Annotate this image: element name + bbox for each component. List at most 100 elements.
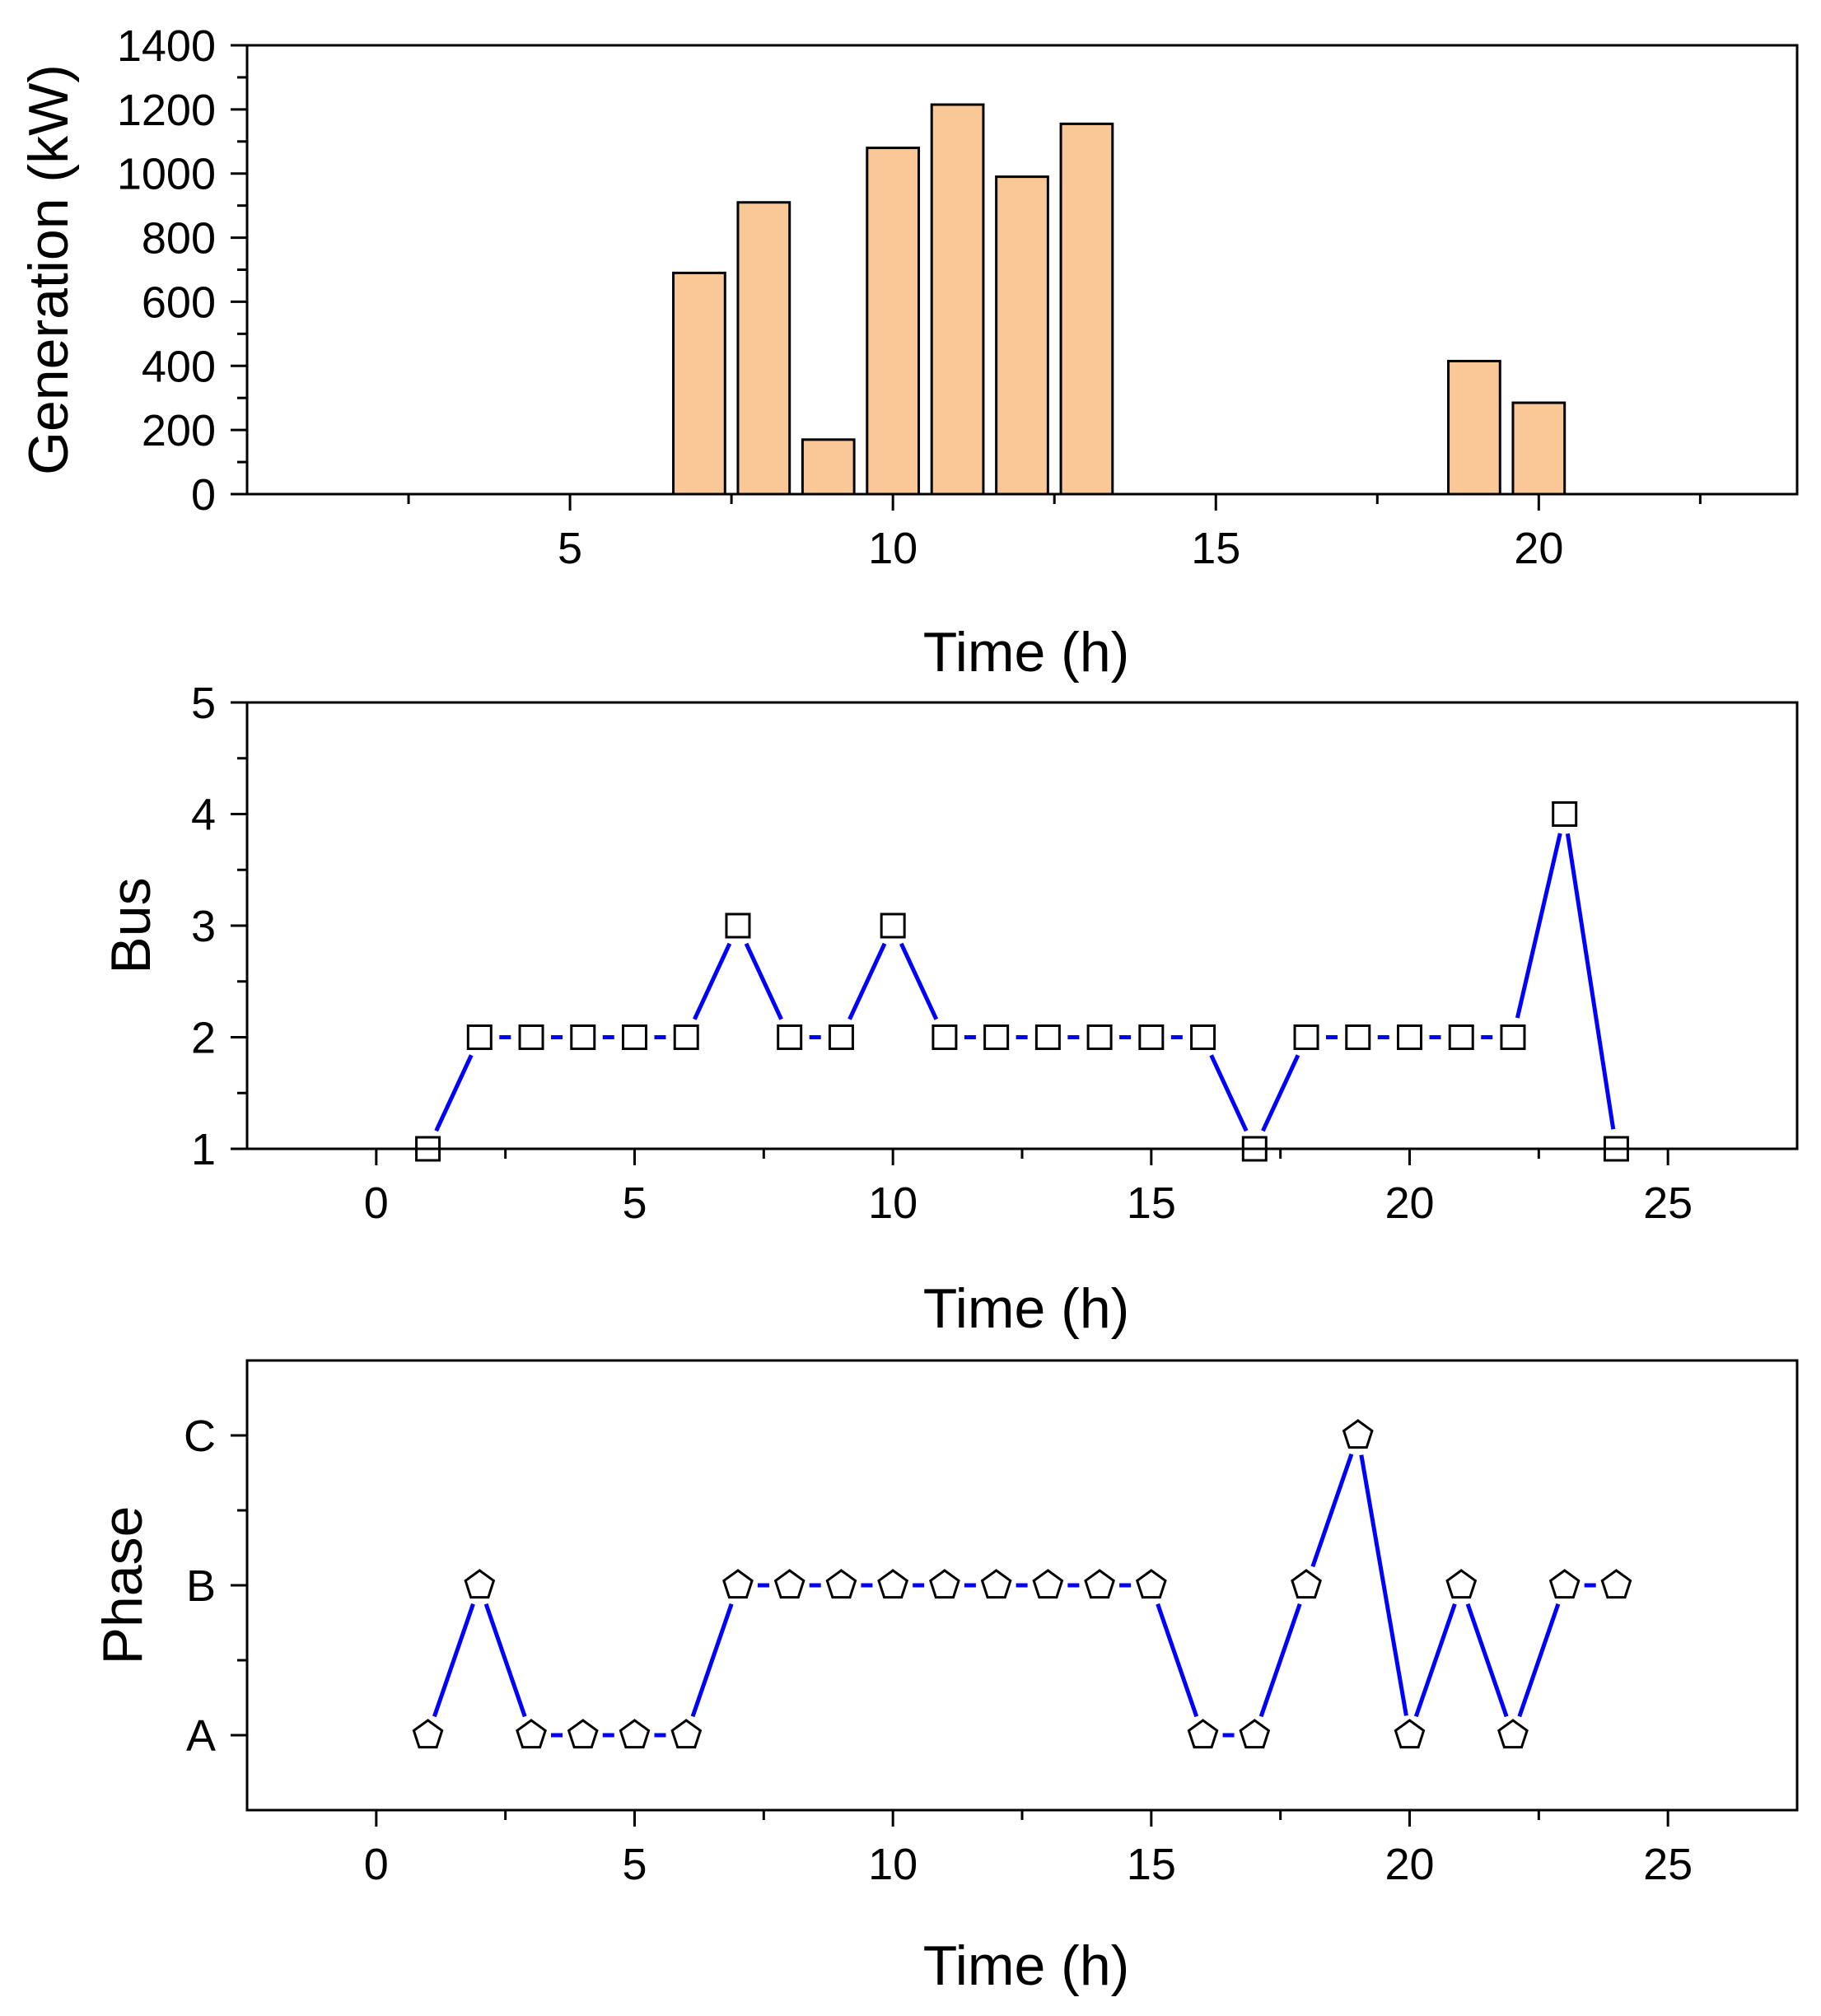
chart-panel-2: 0 5 10 15 20 25 1 2 3 4 5 Time (h) Bus	[100, 679, 1799, 1340]
x-tick-label: 10	[868, 524, 918, 573]
data-point	[1345, 1024, 1371, 1050]
x-tick-label: 20	[1384, 1840, 1434, 1889]
x-tick-label: 5	[622, 1178, 647, 1228]
series-line-segment	[847, 942, 887, 1020]
data-point	[1291, 1569, 1322, 1599]
bar	[995, 175, 1049, 496]
x-tick-label: 20	[1514, 524, 1563, 573]
data-point	[516, 1719, 547, 1749]
series-line-segment	[1359, 1454, 1408, 1716]
series-line-segment	[1465, 1603, 1509, 1718]
series-line-segment	[1209, 1054, 1249, 1132]
series-line-segment	[1515, 833, 1562, 1019]
data-point	[1187, 1719, 1219, 1749]
data-point	[622, 1024, 647, 1050]
y-axis-title: Bus	[100, 877, 162, 973]
data-point	[777, 1024, 803, 1050]
y-tick-label: A	[186, 1711, 216, 1761]
bar	[930, 103, 985, 496]
series-line-segment	[1310, 1453, 1354, 1568]
x-tick-label: 0	[364, 1178, 389, 1228]
y-tick-label: 4	[191, 791, 216, 840]
x-tick-label: 15	[1127, 1178, 1176, 1228]
series-line-segment	[1261, 1054, 1300, 1132]
x-tick-label: 20	[1384, 1178, 1434, 1228]
series-line-segment	[432, 1603, 475, 1718]
data-point	[412, 1719, 444, 1749]
bar	[1059, 122, 1114, 496]
y-tick-label: 0	[191, 470, 216, 520]
series-line-segment	[1517, 1603, 1561, 1718]
y-tick-label: 1000	[117, 150, 216, 199]
data-point	[1552, 801, 1578, 827]
data-point	[825, 1569, 857, 1599]
y-tick-label: 1	[191, 1125, 216, 1174]
y-tick-label: 2	[191, 1014, 216, 1063]
y-tick-label: 400	[142, 342, 216, 391]
bar	[866, 147, 921, 496]
y-tick-label: 1400	[117, 21, 216, 71]
data-point	[773, 1569, 805, 1599]
data-point	[929, 1569, 960, 1599]
series-line-segment	[483, 1603, 527, 1718]
data-point	[1032, 1569, 1064, 1599]
y-tick-label: B	[186, 1561, 216, 1611]
data-point	[1445, 1569, 1478, 1599]
bar	[1447, 359, 1501, 496]
x-axis-title: Time (h)	[923, 1277, 1130, 1340]
y-tick-label: 200	[142, 406, 216, 455]
series-line-segment	[434, 1054, 474, 1132]
x-axis-title: Time (h)	[923, 1934, 1130, 1997]
series-line-segment	[1156, 1603, 1199, 1718]
data-point	[670, 1719, 703, 1749]
chart-panel-3: 0 5 10 15 20 25 A B C Time (h) Phase	[91, 1359, 1799, 1997]
series-line-segment	[1565, 833, 1616, 1130]
data-point	[1500, 1024, 1526, 1050]
data-point	[1548, 1569, 1581, 1599]
y-axis-title: Phase	[91, 1506, 154, 1665]
x-tick-label: 25	[1643, 1840, 1693, 1889]
data-point	[1394, 1719, 1426, 1749]
data-point	[725, 912, 751, 939]
series-line-segment	[744, 942, 783, 1020]
y-tick-label: 5	[191, 679, 216, 728]
data-point	[1034, 1024, 1061, 1050]
x-tick-label: 10	[868, 1178, 918, 1228]
data-point	[1600, 1569, 1632, 1599]
data-point	[1448, 1024, 1474, 1050]
bar	[736, 201, 791, 496]
data-point	[464, 1569, 496, 1599]
data-point	[619, 1719, 651, 1749]
plot-frame	[245, 701, 1799, 1150]
y-tick-label: 3	[191, 902, 216, 951]
data-point	[880, 912, 906, 939]
data-point	[1138, 1024, 1165, 1050]
y-tick-label: 800	[142, 214, 216, 264]
data-point	[932, 1024, 958, 1050]
data-point	[1084, 1569, 1115, 1599]
bar	[801, 438, 856, 496]
y-axis-title: Generation (kW)	[17, 64, 80, 475]
data-point	[466, 1024, 493, 1050]
series-line-segment	[690, 1603, 734, 1718]
bar	[1511, 401, 1567, 496]
series-line-segment	[693, 942, 732, 1020]
data-point	[1342, 1419, 1374, 1449]
y-tick-label: 600	[142, 278, 216, 327]
series-line-segment	[899, 942, 939, 1020]
data-point	[983, 1024, 1010, 1050]
data-point	[1190, 1024, 1216, 1050]
bar	[672, 271, 726, 496]
y-tick-label: 1200	[117, 86, 216, 135]
x-tick-label: 25	[1643, 1178, 1693, 1228]
x-tick-label: 15	[1191, 524, 1240, 573]
data-point	[980, 1569, 1012, 1599]
y-tick-label: C	[184, 1412, 216, 1461]
series-line-segment	[1258, 1603, 1302, 1718]
data-point	[518, 1024, 544, 1050]
data-point	[1135, 1569, 1167, 1599]
x-axis-title: Time (h)	[923, 621, 1130, 684]
data-point	[567, 1719, 599, 1749]
